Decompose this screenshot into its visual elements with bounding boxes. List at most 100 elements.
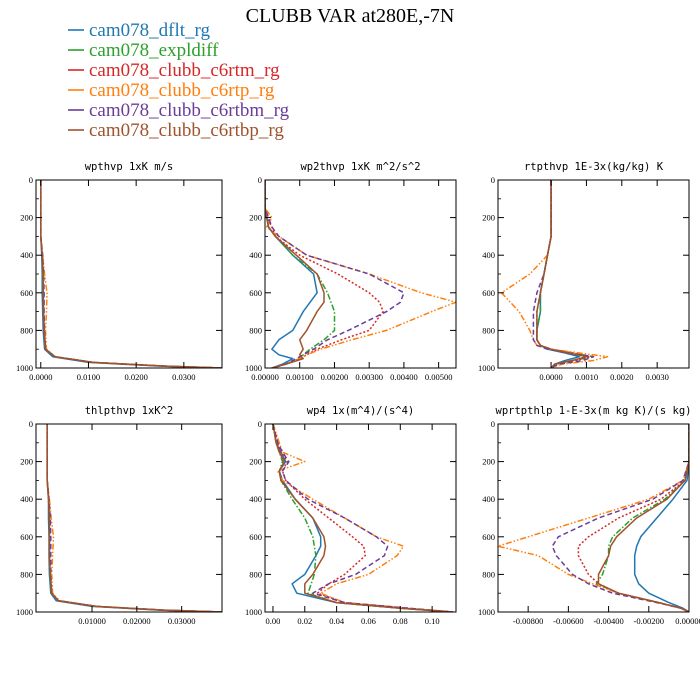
series-line-cam078_expldiff [265, 180, 336, 368]
y-tick-label: 1000 [478, 607, 495, 617]
panel-title: wprtpthlp 1-E-3x(m kg K)/(s kg) [496, 405, 692, 417]
series-line-cam078_expldiff [272, 424, 453, 612]
y-tick-label: 800 [482, 325, 495, 335]
series-line-cam078_clubb_c6rtp_rg [265, 180, 456, 368]
series-line-cam078_clubb_c6rtp_rg [46, 424, 222, 612]
series-line-cam078_expldiff [595, 424, 689, 612]
panels: wpthvp 1xK m/s 0 200 400 600 800 1000 0.00 0 0 0.0… [16, 161, 700, 626]
legend-entry: cam078_clubb_c6rtbp_rg [68, 120, 284, 141]
y-tick-label: 800 [249, 569, 262, 579]
y-tick-label: 0 [491, 419, 495, 429]
y-tick-label: 600 [482, 532, 495, 542]
y-tick-label: 800 [20, 569, 33, 579]
series-line-cam078_expldiff [40, 180, 222, 368]
y-tick-label: 200 [20, 457, 33, 467]
chart-panel-2: wp2thvp 1xK m^2/s^2020040060080010000.00… [245, 161, 457, 382]
series-line-cam078_clubb_c6rtbm_rg [265, 180, 405, 368]
y-tick-label: 1000 [478, 363, 495, 373]
series-line-cam078_clubb_c6rtbm_rg [272, 424, 453, 612]
legend-entry: cam078_expldiff [68, 40, 219, 61]
y-tick-label: 600 [249, 288, 262, 298]
x-tick-label: 0.00300 [355, 372, 383, 382]
x-tick-label: 0.0010 [575, 372, 598, 382]
x-tick-label: 0.02000 [123, 616, 151, 626]
series-group [46, 424, 222, 612]
series-group [500, 180, 609, 368]
x-tick-label: 0.00500 [425, 372, 453, 382]
legend-label: cam078_expldiff [89, 40, 219, 61]
series-line-cam078_clubb_c6rtbp_rg [272, 424, 453, 612]
figure-title: CLUBB VAR at280E,-7N [246, 5, 455, 27]
series-line-cam078_clubb_c6rtbp_rg [536, 180, 588, 368]
y-tick-label: 0 [29, 175, 33, 185]
y-tick-label: 600 [20, 288, 33, 298]
chart-panel-3: rtpthvp 1E-3x(kg/kg) K 0 200 400 600 800 1000 0… [478, 161, 690, 382]
series-group [40, 180, 222, 368]
x-tick-label: -0.00600 [553, 616, 583, 626]
legend-label: cam078_clubb_c6rtm_rg [89, 60, 280, 81]
chart-panel-6: wprtpthlp 1-E-3x(m kg K)/(s kg)0 200 400 60… [478, 405, 700, 626]
chart-panel-4: thlpthvp 1xK^2 0 200 400 600 800 1000 0.01000 0.… [16, 405, 223, 626]
x-tick-label: 0.0020 [610, 372, 633, 382]
y-tick-label: 400 [482, 494, 495, 504]
y-tick-label: 400 [249, 494, 262, 504]
x-tick-label: -0.00400 [593, 616, 623, 626]
series-line-cam078_expldiff [46, 424, 222, 612]
series-line-cam078_clubb_c6rtm_rg [40, 180, 222, 368]
x-tick-label: -0.00200 [634, 616, 664, 626]
y-tick-label: 400 [482, 250, 495, 260]
chart-panel-5: wp4 1x(m^4)/(s^4) 0 200 400 600 800 1000 0.00 0.… [245, 405, 457, 626]
series-line-cam078_clubb_c6rtbp_rg [265, 180, 325, 368]
y-tick-label: 1000 [16, 363, 33, 373]
y-tick-label: 0 [29, 419, 33, 429]
panel-title: rtpthvp 1E-3x(kg/kg) K [524, 161, 664, 173]
plot-frame [264, 423, 457, 613]
panel-title: wp2thvp 1xK m^2/s^2 [300, 161, 420, 173]
plot-frame [497, 179, 690, 369]
series-line-cam078_dflt_rg [272, 424, 453, 612]
x-tick-label: 0.0200 [124, 372, 147, 382]
series-line-cam078_clubb_c6rtp_rg [500, 180, 609, 368]
series-line-cam078_dflt_rg [40, 180, 222, 368]
x-tick-label: -0.00800 [513, 616, 543, 626]
series-line-cam078_clubb_c6rtbm_rg [551, 424, 689, 612]
series-group [498, 424, 689, 612]
y-tick-label: 600 [482, 288, 495, 298]
series-line-cam078_clubb_c6rtbp_rg [40, 180, 222, 368]
y-tick-label: 0 [258, 175, 262, 185]
y-tick-label: 800 [482, 569, 495, 579]
x-tick-label: 0.00000 [675, 616, 700, 626]
y-tick-label: 1000 [245, 607, 262, 617]
x-tick-label: 0.08 [393, 616, 408, 626]
y-tick-label: 1000 [16, 607, 33, 617]
plot-frame [35, 179, 223, 369]
y-tick-label: 400 [249, 250, 262, 260]
x-tick-label: 0.00 [266, 616, 281, 626]
series-line-cam078_clubb_c6rtbp_rg [46, 424, 222, 612]
panel-title: wp4 1x(m^4)/(s^4) [307, 405, 414, 417]
series-group [265, 180, 456, 368]
x-tick-label: 0.0300 [172, 372, 195, 382]
y-tick-label: 200 [482, 213, 495, 223]
x-tick-label: 0.00400 [390, 372, 418, 382]
legend-label: cam078_clubb_c6rtbp_rg [89, 120, 284, 141]
legend-entry: cam078_clubb_c6rtm_rg [68, 60, 280, 81]
x-tick-label: 0.03000 [168, 616, 196, 626]
panel-title: wpthvp 1xK m/s [85, 161, 174, 173]
y-tick-label: 200 [249, 457, 262, 467]
series-line-cam078_clubb_c6rtbp_rg [597, 424, 689, 612]
legend-label: cam078_dflt_rg [89, 20, 211, 41]
series-line-cam078_clubb_c6rtbm_rg [46, 424, 222, 612]
y-tick-label: 200 [482, 457, 495, 467]
y-tick-label: 200 [20, 213, 33, 223]
y-tick-label: 600 [249, 532, 262, 542]
legend-label: cam078_clubb_c6rtbm_rg [89, 100, 290, 121]
series-line-cam078_clubb_c6rtp_rg [498, 424, 689, 612]
x-tick-label: 0.00000 [251, 372, 279, 382]
plot-frame [264, 179, 457, 369]
x-tick-label: 0.06 [361, 616, 376, 626]
series-line-cam078_dflt_rg [46, 424, 222, 612]
y-tick-label: 800 [249, 325, 262, 335]
y-tick-label: 0 [258, 419, 262, 429]
